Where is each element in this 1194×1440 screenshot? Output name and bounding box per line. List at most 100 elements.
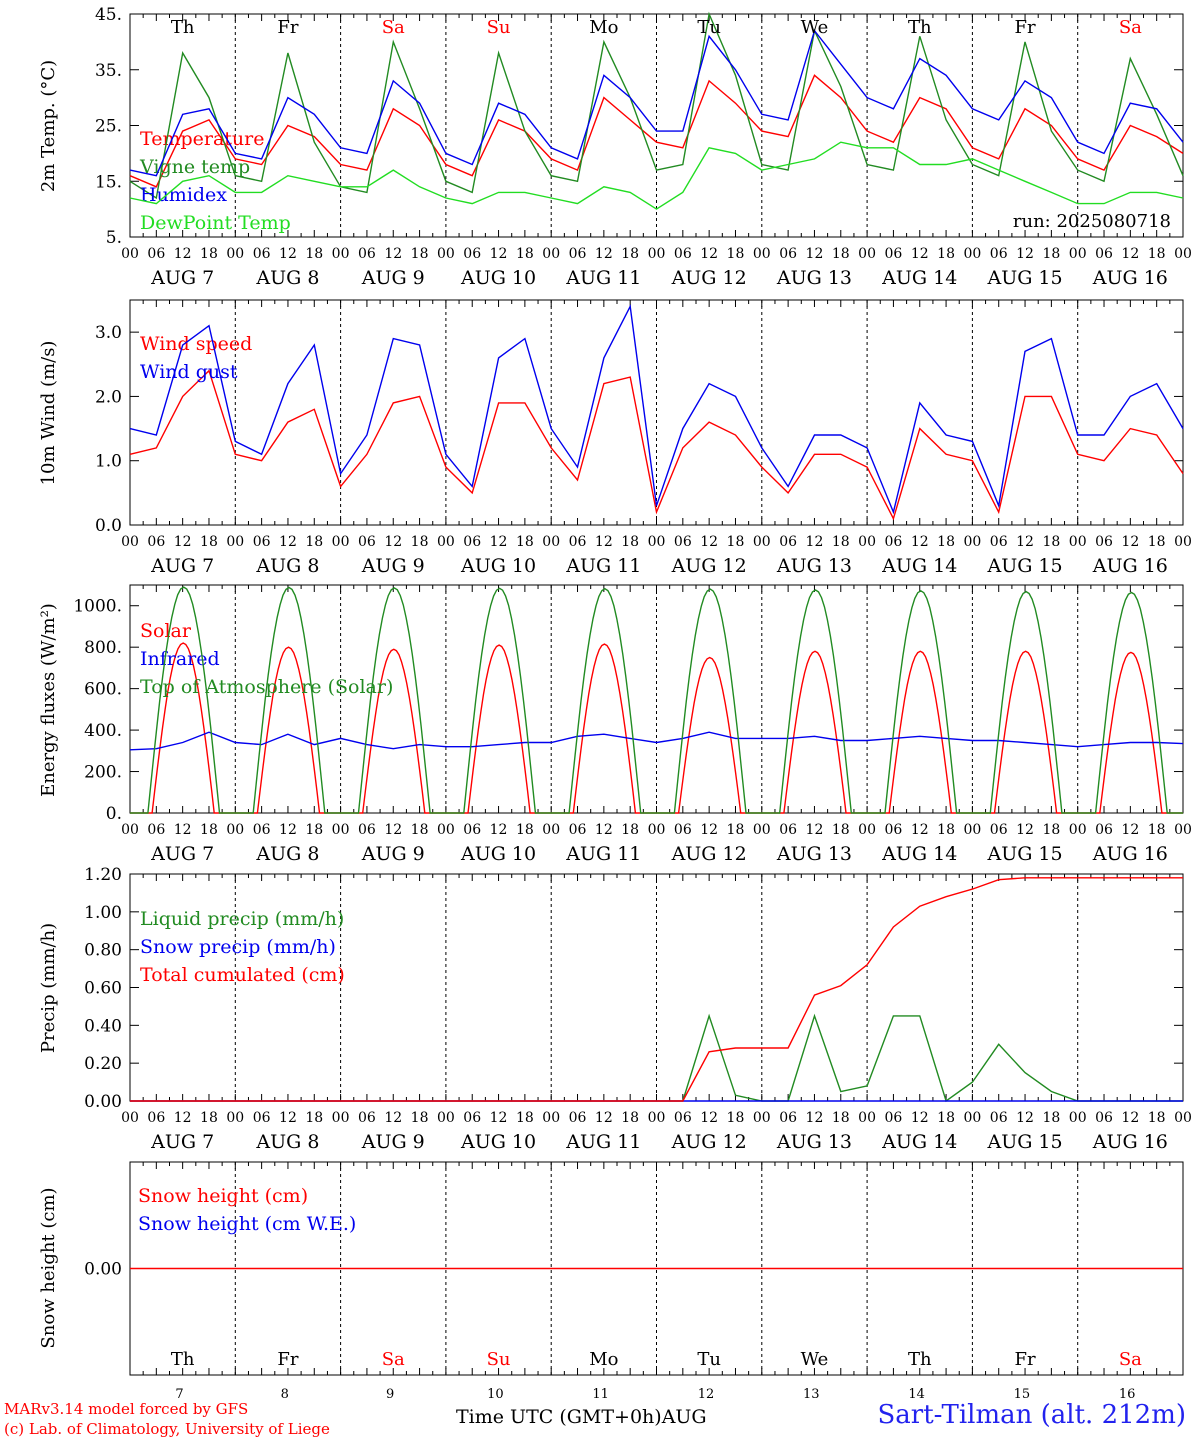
hour-label: 06	[885, 822, 903, 838]
hour-label: 12	[384, 534, 402, 550]
model-credit: MARv3.14 model forced by GFS	[4, 1400, 249, 1418]
hour-label: 00	[121, 246, 139, 262]
date-label: AUG 15	[986, 267, 1062, 289]
y-tick-label: 45.	[95, 5, 122, 25]
date-label: AUG 9	[361, 555, 425, 577]
hour-label: 18	[516, 1110, 534, 1126]
hour-label: 06	[990, 534, 1008, 550]
time-axis-title: Time UTC (GMT+0h)AUG	[456, 1406, 707, 1428]
y-tick-label: 35.	[95, 61, 122, 81]
hour-label: 00	[437, 822, 455, 838]
hour-label: 18	[832, 246, 850, 262]
hour-label: 00	[1069, 534, 1087, 550]
hour-label: 06	[674, 822, 692, 838]
hour-label: 18	[621, 822, 639, 838]
hour-label: 06	[253, 534, 271, 550]
hour-label: 18	[727, 246, 745, 262]
hour-label: 18	[305, 1110, 323, 1126]
date-label: AUG 10	[460, 267, 536, 289]
hour-label: 12	[174, 534, 192, 550]
hour-label: 06	[569, 1110, 587, 1126]
panel-frame	[129, 299, 1184, 526]
hour-label: 18	[832, 534, 850, 550]
date-label: AUG 16	[1092, 1131, 1168, 1153]
date-label: AUG 7	[150, 843, 214, 865]
legend-vigne-temp: Vigne temp	[139, 156, 250, 178]
y-axis-label: 2m Temp. (°C)	[38, 60, 59, 192]
hour-label: 18	[937, 534, 955, 550]
hour-label: 00	[542, 534, 560, 550]
hour-label: 00	[753, 534, 771, 550]
hour-label: 12	[490, 534, 508, 550]
date-label: AUG 11	[565, 843, 641, 865]
hour-label: 18	[200, 822, 218, 838]
hour-label: 18	[937, 822, 955, 838]
hour-label: 06	[147, 534, 165, 550]
legend-snow-height-cm-: Snow height (cm)	[138, 1185, 308, 1207]
date-label: AUG 11	[565, 1131, 641, 1153]
y-tick-label: 15.	[95, 172, 122, 192]
date-label: AUG 12	[671, 843, 747, 865]
y-tick-label: 3.0	[95, 323, 122, 343]
series-line-wind-gust	[129, 304, 1184, 515]
panel-precip: 0.00 0.20 0.40 0.60 0.80 1.00 1.20 Precip (mm/h…	[38, 865, 1192, 1153]
hour-label: 18	[516, 246, 534, 262]
date-label: AUG 11	[565, 267, 641, 289]
hour-label: 12	[490, 822, 508, 838]
hour-label: 06	[990, 822, 1008, 838]
time-axis-month: AUG	[661, 1406, 707, 1428]
date-label: AUG 11	[565, 555, 641, 577]
hour-label: 12	[1121, 1110, 1139, 1126]
hour-label: 12	[806, 246, 824, 262]
hour-label: 00	[648, 246, 666, 262]
hour-label: 00	[858, 534, 876, 550]
hour-label: 06	[674, 246, 692, 262]
hour-label: 00	[121, 1110, 139, 1126]
date-label: AUG 13	[776, 843, 852, 865]
y-axis-label: Snow height (cm)	[38, 1187, 59, 1348]
day-number: 9	[386, 1387, 394, 1402]
hour-label: 00	[542, 1110, 560, 1126]
hour-label: 06	[1095, 246, 1113, 262]
hour-label: 06	[885, 534, 903, 550]
date-label: AUG 7	[150, 1131, 214, 1153]
date-label: AUG 7	[150, 267, 214, 289]
weekday-label: Sa	[382, 17, 405, 38]
y-tick-label: 5.	[106, 228, 122, 248]
hour-label: 06	[1095, 1110, 1113, 1126]
hour-label: 06	[463, 1110, 481, 1126]
lab-credit: (c) Lab. of Climatology, University of L…	[4, 1420, 330, 1438]
weekday-label: Sa	[382, 1349, 405, 1370]
hour-label: 00	[226, 534, 244, 550]
day-number: 10	[487, 1387, 504, 1402]
y-tick-label: 0.20	[84, 1054, 122, 1074]
hour-label: 06	[1095, 534, 1113, 550]
hour-label: 00	[753, 246, 771, 262]
hour-label: 06	[253, 1110, 271, 1126]
hour-label: 00	[858, 822, 876, 838]
hour-label: 12	[384, 246, 402, 262]
hour-label: 12	[700, 1110, 718, 1126]
hour-label: 06	[990, 1110, 1008, 1126]
date-label: AUG 8	[255, 267, 319, 289]
y-tick-label: 600.	[84, 680, 122, 700]
hour-label: 12	[595, 1110, 613, 1126]
weekday-label: Th	[908, 17, 932, 38]
hour-label: 12	[279, 1110, 297, 1126]
hour-label: 06	[569, 822, 587, 838]
y-tick-label: 400.	[84, 721, 122, 741]
hour-label: 00	[542, 246, 560, 262]
hour-label: 00	[437, 246, 455, 262]
hour-label: 06	[463, 246, 481, 262]
hour-label: 12	[595, 534, 613, 550]
date-label: AUG 8	[255, 555, 319, 577]
y-tick-label: 2.0	[95, 387, 122, 407]
hour-label: 18	[411, 534, 429, 550]
weekday-label: Su	[487, 17, 511, 38]
day-number: 8	[281, 1387, 289, 1402]
hour-label: 00	[226, 822, 244, 838]
series-line-humidex	[129, 29, 1184, 177]
hour-label: 12	[595, 822, 613, 838]
hour-label: 18	[305, 534, 323, 550]
weekday-label: Sa	[1119, 17, 1142, 38]
